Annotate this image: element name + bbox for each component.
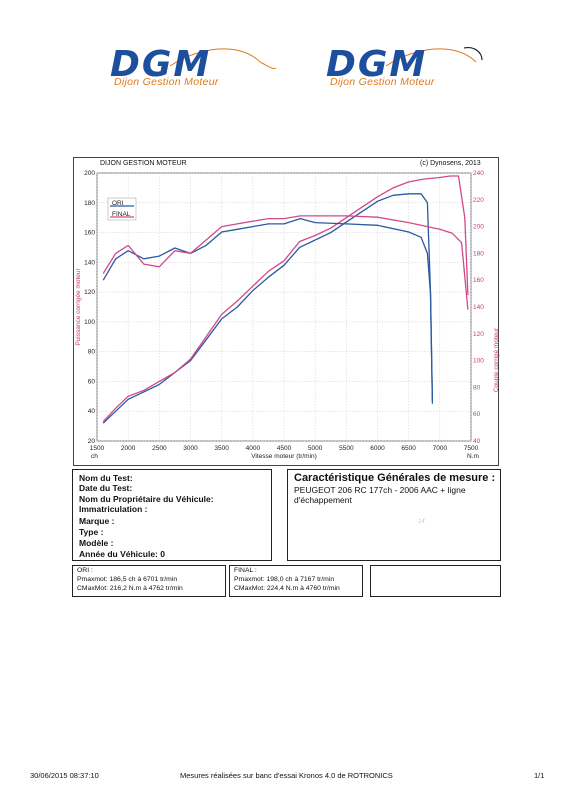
y-left-tick-label: 100 xyxy=(84,319,95,326)
dgm-logo-left: DGM Dijon Gestion Moteur xyxy=(110,44,280,94)
y-right-tick-label: 220 xyxy=(473,197,484,204)
logo-mark: DGM xyxy=(110,44,212,85)
ori-result-box: ORI : Pmaxmot: 186,5 ch à 6701 tr/min CM… xyxy=(72,565,226,597)
y-left-tick-label: 200 xyxy=(84,170,95,177)
legend-label-final: FINAL xyxy=(112,211,131,218)
x-tick-label: 5000 xyxy=(308,445,323,452)
y-left-axis-title: Puissance corrigée moteur xyxy=(75,268,82,346)
y-right-tick-label: 100 xyxy=(473,358,484,365)
y-right-tick-label: 40 xyxy=(473,438,481,445)
x-axis-title: Vitesse moteur (tr/min) xyxy=(251,453,317,460)
specs-text: PEUGEOT 206 RC 177ch - 2006 AAC + ligne … xyxy=(294,485,466,505)
x-tick-label: 7500 xyxy=(464,445,479,452)
y-left-tick-label: 160 xyxy=(84,230,95,237)
x-tick-label: 6500 xyxy=(401,445,416,452)
x-tick-label: 2000 xyxy=(121,445,136,452)
test-info-box: Nom du Test: Date du Test: Nom du Propri… xyxy=(72,469,272,561)
final-cmax: CMaxMot: 224,4 N.m à 4760 tr/min xyxy=(234,585,340,592)
footer-page-number: 1/1 xyxy=(534,771,545,780)
logo-mark: DGM xyxy=(326,44,428,85)
x-unit-right: N.m xyxy=(467,453,479,460)
field-type: Type : xyxy=(79,527,104,537)
y-left-tick-label: 20 xyxy=(88,438,96,445)
field-test-date: Date du Test: xyxy=(79,483,133,493)
ori-label: ORI : xyxy=(77,567,93,574)
y-left-tick-label: 40 xyxy=(88,408,96,415)
y-right-tick-label: 160 xyxy=(473,277,484,284)
series-ori-power xyxy=(102,193,434,424)
field-brand: Marque : xyxy=(79,516,115,526)
y-right-tick-label: 200 xyxy=(473,224,484,231)
final-label: FINAL : xyxy=(234,567,257,574)
final-pmax: Pmaxmot: 198,0 ch à 7167 tr/min xyxy=(234,576,335,583)
y-left-tick-label: 120 xyxy=(84,289,95,296)
y-right-tick-label: 120 xyxy=(473,331,484,338)
ori-pmax: Pmaxmot: 186,5 ch à 6701 tr/min xyxy=(77,576,178,583)
chart-header-right: (c) Dynosens, 2013 xyxy=(420,160,481,167)
ori-cmax: CMaxMot: 216,2 N.m à 4762 tr/min xyxy=(77,585,183,592)
series-final-torque xyxy=(102,215,469,310)
x-tick-label: 4000 xyxy=(246,445,261,452)
legend-box xyxy=(107,197,137,221)
dgm-logo-right: DGM Dijon Gestion Moteur xyxy=(326,44,496,94)
x-tick-label: 3500 xyxy=(214,445,229,452)
measurement-specs-box: Caractéristique Générales de mesure : PE… xyxy=(287,469,501,561)
y-left-tick-label: 80 xyxy=(88,349,96,356)
footer-caption: Mesures réalisées sur banc d'essai Krono… xyxy=(180,771,393,780)
field-test-name: Nom du Test: xyxy=(79,473,133,483)
x-tick-label: 4500 xyxy=(277,445,292,452)
y-right-tick-label: 140 xyxy=(473,304,484,311)
x-tick-label: 2500 xyxy=(152,445,167,452)
y-right-tick-label: 180 xyxy=(473,250,484,257)
final-result-box: FINAL : Pmaxmot: 198,0 ch à 7167 tr/min … xyxy=(229,565,363,597)
chart-header-left: DIJON GESTION MOTEUR xyxy=(100,160,187,167)
logo-subtitle: Dijon Gestion Moteur xyxy=(330,76,435,88)
y-right-tick-label: 80 xyxy=(473,384,481,391)
empty-result-box xyxy=(370,565,501,597)
field-model: Modèle : xyxy=(79,538,114,548)
field-registration: Immatriculation : xyxy=(79,504,148,514)
footer-date: 30/06/2015 08:37:10 xyxy=(30,771,99,780)
legend-label-ori: ORI xyxy=(112,200,124,207)
field-year: Année du Véhicule: 0 xyxy=(79,549,165,559)
y-left-tick-label: 140 xyxy=(84,259,95,266)
y-right-tick-label: 60 xyxy=(473,411,481,418)
specs-title: Caractéristique Générales de mesure : xyxy=(294,472,496,484)
x-tick-label: 7000 xyxy=(433,445,448,452)
series-ori-torque xyxy=(102,217,434,401)
y-right-axis-title: Couple corrigé moteur xyxy=(493,327,500,392)
x-tick-label: 6000 xyxy=(370,445,385,452)
x-tick-label: 5500 xyxy=(339,445,354,452)
series-final-power xyxy=(102,175,469,423)
logo-swoosh-icon xyxy=(169,48,277,69)
y-right-tick-label: 240 xyxy=(473,170,484,177)
y-left-tick-label: 180 xyxy=(84,200,95,207)
pencil-scribble: 14 xyxy=(418,519,425,525)
x-tick-label: 1500 xyxy=(90,445,105,452)
field-owner: Nom du Propriétaire du Véhicule: xyxy=(79,494,214,504)
logo-swoosh-icon xyxy=(385,47,483,67)
y-left-tick-label: 60 xyxy=(88,378,96,385)
x-tick-label: 3000 xyxy=(183,445,198,452)
x-unit-left: ch xyxy=(91,453,98,460)
logo-subtitle: Dijon Gestion Moteur xyxy=(114,76,219,88)
